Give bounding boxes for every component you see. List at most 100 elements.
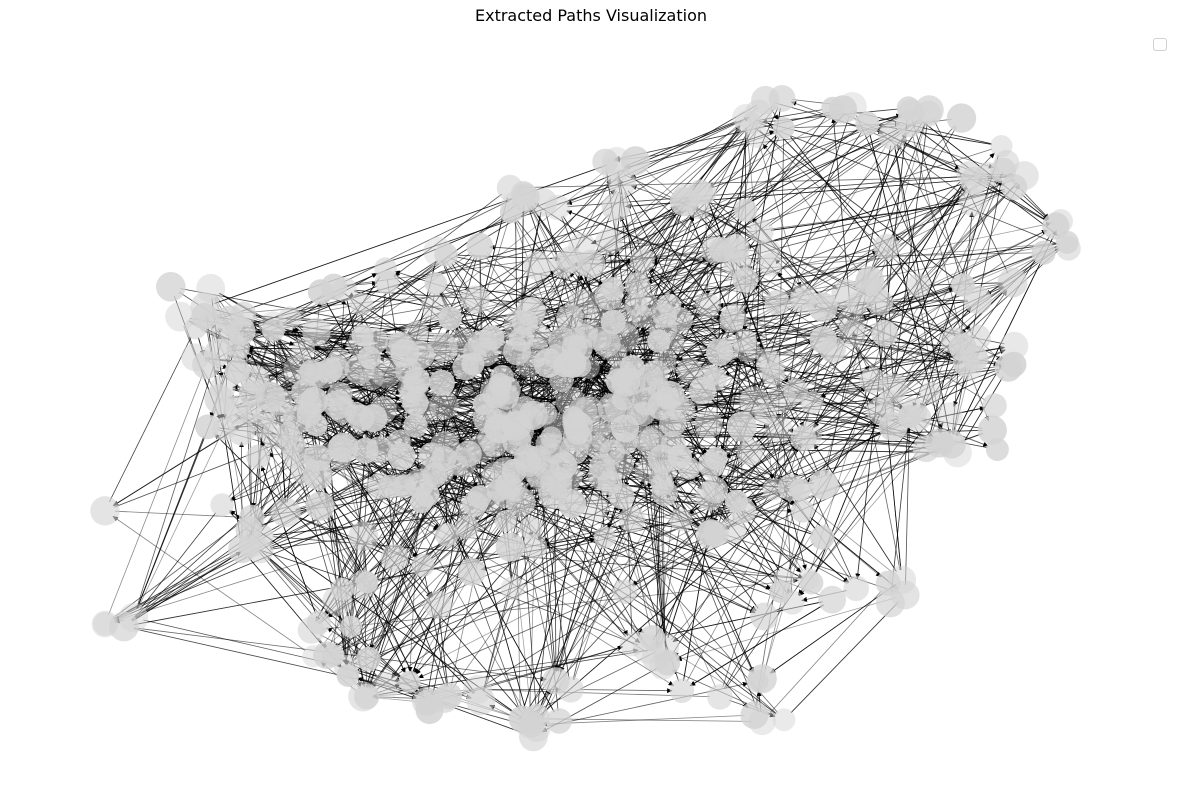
graph-node bbox=[750, 602, 778, 631]
graph-node bbox=[612, 579, 638, 604]
graph-edge bbox=[143, 619, 337, 666]
graph-node bbox=[195, 414, 221, 440]
graph-node bbox=[261, 421, 289, 450]
graph-node bbox=[810, 525, 835, 550]
graph-edge bbox=[555, 473, 784, 599]
graph-node bbox=[748, 219, 774, 245]
graph-node bbox=[458, 558, 486, 586]
graph-node bbox=[866, 288, 894, 316]
graph-node bbox=[846, 292, 869, 315]
graph-node bbox=[339, 615, 362, 638]
graph-node bbox=[611, 414, 640, 443]
graph-node bbox=[317, 357, 343, 383]
graph-edge bbox=[655, 488, 661, 648]
graph-node bbox=[356, 646, 381, 672]
graph-node bbox=[204, 338, 233, 367]
graph-edge bbox=[765, 120, 972, 332]
graph-node bbox=[800, 571, 824, 595]
graph-edge bbox=[342, 467, 362, 528]
graph-node bbox=[292, 337, 316, 361]
graph-edge bbox=[722, 342, 970, 486]
graph-node bbox=[423, 590, 452, 619]
graph-node bbox=[435, 523, 459, 547]
graph-node bbox=[461, 285, 490, 314]
graph-edge bbox=[109, 336, 192, 502]
graph-node bbox=[871, 319, 898, 347]
graph-node bbox=[458, 495, 486, 522]
graph-node bbox=[349, 570, 378, 599]
graph-edge bbox=[769, 585, 894, 674]
graph-edge bbox=[566, 117, 751, 204]
graph-node bbox=[695, 292, 721, 319]
graph-node bbox=[732, 267, 759, 293]
graph-edge bbox=[344, 598, 366, 688]
graph-node bbox=[210, 493, 234, 517]
graph-node bbox=[428, 369, 455, 396]
graph-node bbox=[619, 631, 645, 657]
graph-node bbox=[821, 96, 844, 120]
graph-node bbox=[522, 533, 548, 560]
graph-node bbox=[756, 352, 784, 381]
graph-edge bbox=[270, 487, 500, 549]
graph-edge bbox=[712, 199, 924, 387]
graph-node bbox=[977, 415, 1007, 445]
graph-edge bbox=[891, 425, 911, 593]
graph-node bbox=[302, 645, 325, 668]
graph-node bbox=[557, 676, 584, 703]
graph-edge bbox=[394, 193, 503, 277]
graph-node bbox=[352, 437, 379, 464]
graph-edge bbox=[441, 536, 464, 596]
graph-node bbox=[958, 188, 988, 217]
graph-node bbox=[695, 481, 725, 511]
graph-node bbox=[509, 326, 534, 352]
graph-edge bbox=[523, 358, 570, 417]
graph-node bbox=[190, 292, 220, 322]
graph-node bbox=[93, 612, 117, 636]
graph-node bbox=[1055, 230, 1079, 254]
graph-edge bbox=[372, 251, 727, 334]
graph-edge bbox=[724, 488, 764, 491]
graph-edge bbox=[777, 382, 800, 430]
graph-node bbox=[406, 340, 435, 370]
graph-edge bbox=[377, 127, 739, 353]
graph-node bbox=[619, 355, 645, 380]
graph-node bbox=[562, 327, 587, 353]
graph-node bbox=[421, 294, 449, 321]
graph-node bbox=[516, 351, 543, 378]
graph-node bbox=[723, 237, 749, 262]
graph-node bbox=[387, 429, 411, 454]
graph-edge bbox=[633, 539, 708, 587]
graph-node bbox=[411, 553, 435, 577]
graph-edge bbox=[369, 495, 398, 650]
graph-node bbox=[640, 424, 668, 452]
graph-node bbox=[855, 111, 880, 136]
graph-node bbox=[676, 357, 702, 383]
graph-edge bbox=[485, 534, 725, 685]
graph-node bbox=[262, 318, 285, 342]
graph-edge bbox=[648, 267, 722, 343]
graph-node bbox=[297, 616, 325, 644]
graph-node bbox=[412, 687, 441, 716]
graph-edge bbox=[367, 593, 406, 674]
graph-node bbox=[694, 410, 723, 439]
figure-title: Extracted Paths Visualization bbox=[474, 6, 708, 25]
graph-edge bbox=[347, 456, 391, 550]
graph-node bbox=[543, 412, 569, 438]
graph-edge bbox=[633, 539, 708, 587]
graph-node bbox=[669, 678, 695, 703]
graph-node bbox=[424, 272, 447, 295]
graph-node bbox=[952, 349, 980, 377]
graph-edge bbox=[770, 203, 964, 231]
graph-edge bbox=[445, 284, 573, 303]
graph-node bbox=[380, 544, 409, 572]
graph-node bbox=[156, 272, 186, 302]
graph-node bbox=[964, 324, 991, 351]
graph-edge bbox=[681, 353, 824, 420]
graph-edge bbox=[619, 215, 639, 253]
graph-edge bbox=[955, 229, 1057, 436]
graph-node bbox=[726, 411, 757, 442]
graph-node bbox=[755, 239, 782, 265]
graph-node bbox=[766, 383, 797, 414]
graph-edge bbox=[136, 408, 217, 609]
